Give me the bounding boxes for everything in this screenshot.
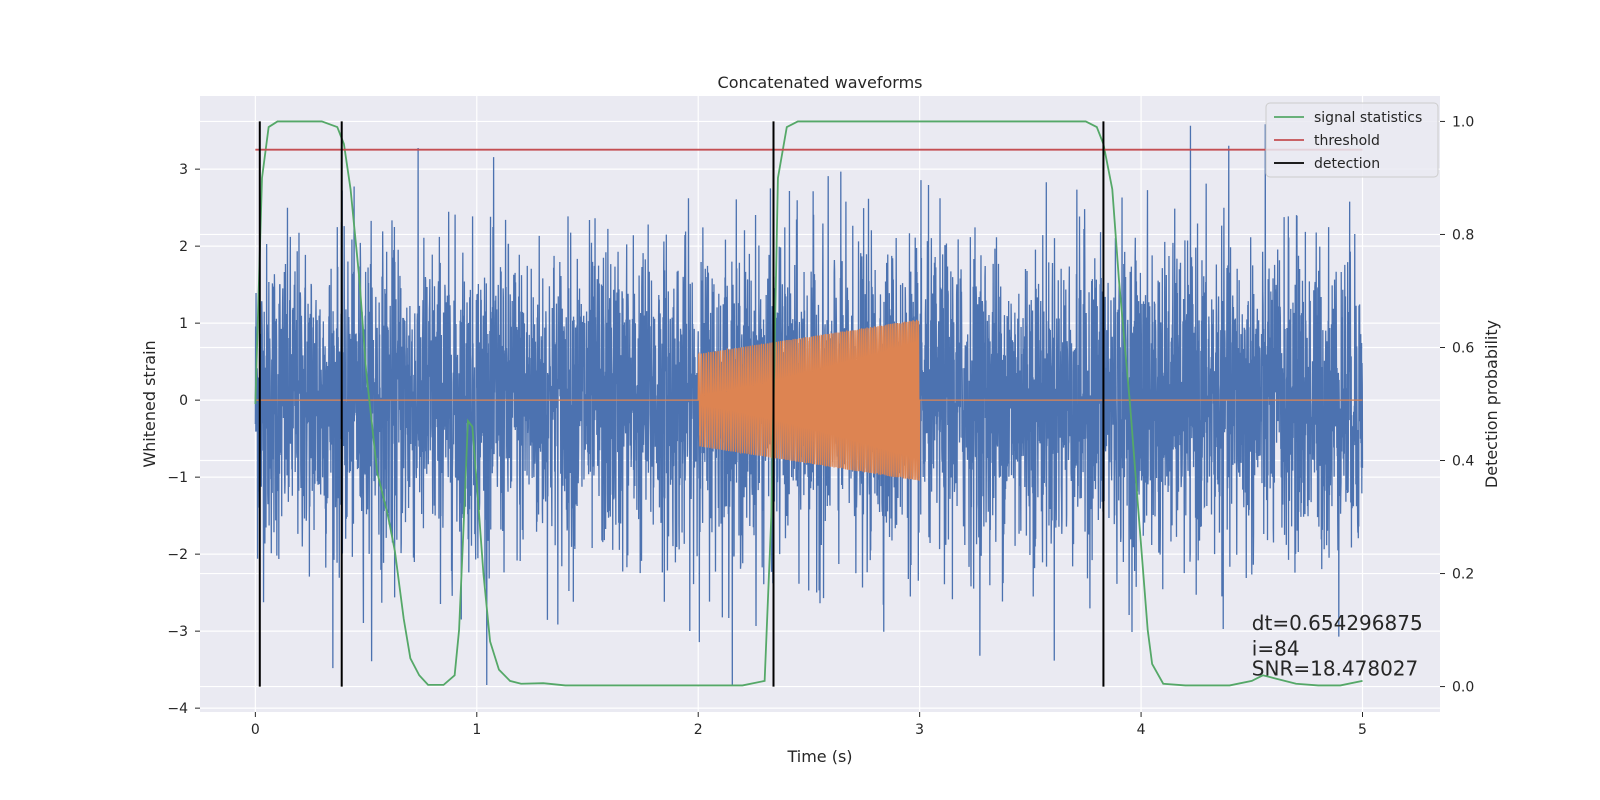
y2-tick-label: 0.6 — [1452, 340, 1474, 356]
ticks-layer: 0 1 2 3 4 5 −4 −3 −2 −1 0 1 2 3 0.0 0.2 0.4 0.6 0.8 1.0 — [167, 114, 1474, 738]
series-signal-statistics — [254, 120, 1363, 687]
y-tick-label: 2 — [179, 239, 188, 255]
y-tick-label: −2 — [167, 547, 188, 563]
series-layer — [254, 120, 1364, 687]
y2-tick-label: 0.2 — [1452, 567, 1474, 583]
y-tick-label: 0 — [179, 393, 188, 409]
legend-box — [1265, 102, 1439, 178]
x-tick-label: 2 — [694, 722, 703, 738]
y-axis-label: Whitened strain — [140, 340, 159, 467]
y2-tick-label: 1.0 — [1452, 114, 1474, 130]
y2-axis-label: Detection probability — [1482, 320, 1501, 488]
annotation-text: dt=0.654296875 — [1252, 611, 1423, 635]
series-injected-signal — [255, 319, 1363, 481]
annotation-text: i=84 — [1252, 636, 1300, 660]
x-tick-label: 5 — [1358, 722, 1367, 738]
legend-label: signal statistics — [1314, 110, 1422, 126]
x-tick-label: 3 — [915, 722, 924, 738]
y-tick-label: 3 — [179, 162, 188, 178]
y2-tick-label: 0.8 — [1452, 227, 1474, 243]
y2-tick-label: 0.4 — [1452, 454, 1474, 470]
y-tick-label: −4 — [167, 701, 188, 717]
x-axis-label: Time (s) — [786, 747, 852, 766]
legend-label: threshold — [1314, 133, 1380, 149]
x-tick-label: 0 — [251, 722, 260, 738]
annotation-text: SNR=18.478027 — [1252, 656, 1418, 680]
chart-title: Concatenated waveforms — [718, 73, 923, 92]
x-tick-label: 4 — [1137, 722, 1146, 738]
legend-label: detection — [1314, 156, 1380, 172]
y-tick-label: −3 — [167, 624, 188, 640]
y2-tick-label: 0.0 — [1452, 680, 1474, 696]
x-tick-label: 1 — [472, 722, 481, 738]
y-tick-label: −1 — [167, 470, 188, 486]
legend: signal statistics threshold detection — [1265, 102, 1439, 178]
y-tick-label: 1 — [179, 316, 188, 332]
